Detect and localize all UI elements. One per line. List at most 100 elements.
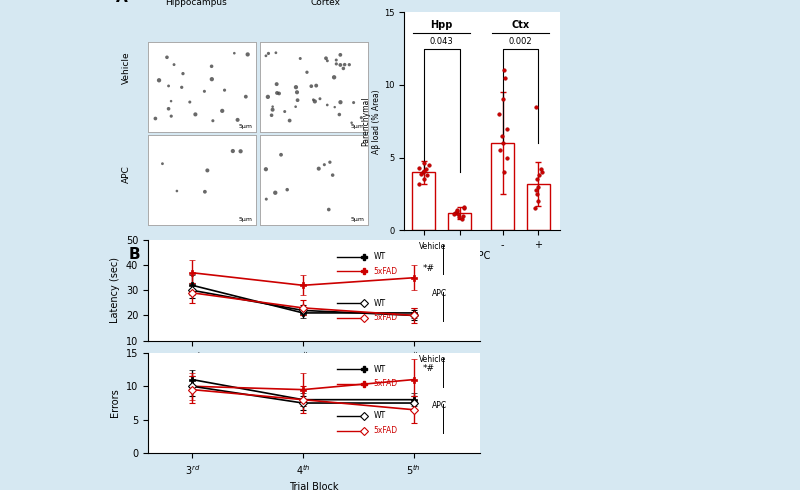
Point [501, 154, 514, 162]
Point [206, 117, 219, 124]
Point [530, 103, 543, 111]
Point [418, 175, 430, 183]
Point [448, 210, 461, 218]
Point [198, 188, 211, 196]
Text: APC: APC [432, 289, 446, 298]
Point [319, 54, 332, 62]
Text: Cortex: Cortex [310, 0, 340, 7]
Point [161, 53, 174, 61]
Point [330, 60, 342, 68]
Point [497, 139, 510, 147]
Point [458, 203, 470, 211]
Point [530, 186, 542, 194]
Text: WT: WT [374, 365, 386, 374]
Text: 5xFAD: 5xFAD [374, 313, 398, 322]
Point [274, 151, 287, 159]
Point [415, 170, 428, 177]
Point [312, 165, 325, 172]
Point [310, 82, 322, 90]
Point [499, 74, 512, 81]
Point [321, 101, 334, 109]
Text: Vehicle: Vehicle [419, 242, 446, 251]
Point [260, 195, 273, 203]
Point [206, 75, 218, 83]
Bar [527, 184, 550, 230]
Point [420, 171, 433, 179]
Point [301, 68, 314, 76]
Text: 5xFAD: 5xFAD [374, 379, 398, 389]
Text: 0.002: 0.002 [509, 37, 532, 47]
Point [156, 160, 169, 168]
Point [226, 147, 239, 155]
Point [290, 103, 302, 111]
Point [305, 82, 318, 90]
Point [330, 56, 342, 64]
Text: Ctx: Ctx [511, 20, 530, 30]
Text: 5xFAD: 5xFAD [374, 267, 398, 276]
Point [198, 87, 211, 95]
Point [228, 49, 241, 57]
Text: WT: WT [374, 299, 386, 308]
Text: Hippocampus: Hippocampus [166, 0, 227, 7]
Point [498, 67, 511, 74]
Point [153, 76, 166, 84]
Point [177, 70, 190, 77]
Point [418, 167, 430, 174]
Point [168, 61, 181, 69]
Point [162, 105, 175, 113]
Point [281, 186, 294, 194]
Point [338, 61, 351, 69]
Point [337, 65, 350, 73]
Point [422, 161, 435, 169]
Point [290, 83, 302, 91]
Point [266, 103, 279, 111]
Point [535, 165, 548, 173]
Point [347, 98, 360, 106]
Point [262, 49, 275, 57]
Point [291, 96, 304, 104]
Text: Vehicle: Vehicle [419, 355, 446, 364]
Point [290, 88, 303, 96]
Point [234, 147, 247, 155]
Point [413, 164, 426, 171]
Point [266, 106, 279, 114]
Point [346, 119, 358, 126]
Point [259, 52, 272, 60]
Text: APC: APC [432, 401, 446, 411]
Point [532, 183, 545, 191]
Point [183, 98, 196, 106]
Point [165, 112, 178, 120]
Point [278, 108, 291, 116]
Point [165, 97, 178, 105]
Point [458, 205, 470, 213]
Point [532, 197, 545, 205]
Point [318, 161, 330, 169]
Point [533, 171, 546, 179]
Text: 0.043: 0.043 [430, 37, 454, 47]
Point [450, 206, 463, 214]
Point [333, 111, 346, 119]
Point [307, 96, 320, 104]
Point [497, 96, 510, 103]
Point [218, 86, 231, 94]
Text: 5μm: 5μm [238, 217, 253, 222]
Y-axis label: Parenchymal
Aβ load (% Area): Parenchymal Aβ load (% Area) [362, 89, 381, 153]
Text: WT: WT [374, 252, 386, 261]
Point [449, 209, 462, 217]
Point [418, 160, 430, 168]
Point [270, 49, 282, 57]
Point [420, 165, 433, 173]
Point [501, 124, 514, 132]
Point [273, 90, 286, 98]
Y-axis label: Latency (sec): Latency (sec) [110, 257, 120, 323]
Point [413, 180, 426, 188]
X-axis label: Trial Block: Trial Block [290, 482, 338, 490]
Text: 5μm: 5μm [238, 123, 253, 129]
Point [498, 168, 510, 176]
Point [270, 80, 283, 88]
Point [355, 114, 368, 122]
Point [453, 213, 466, 221]
Point [175, 83, 188, 91]
Point [334, 51, 346, 59]
Point [328, 74, 341, 81]
